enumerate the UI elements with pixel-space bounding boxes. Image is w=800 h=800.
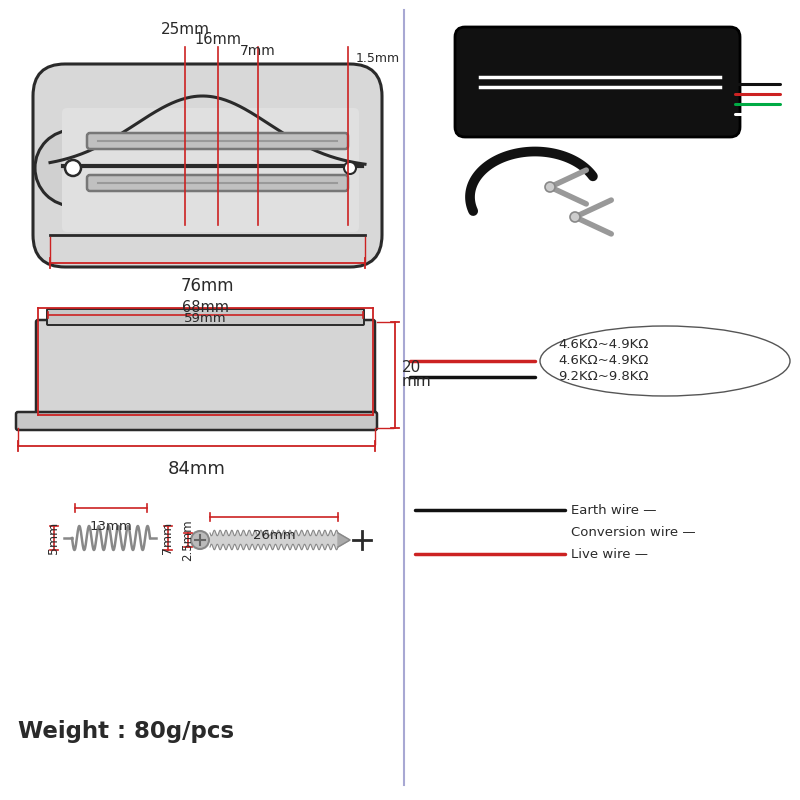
Circle shape	[344, 162, 356, 174]
FancyBboxPatch shape	[47, 309, 364, 325]
FancyBboxPatch shape	[36, 320, 375, 414]
Text: 2.5mm: 2.5mm	[182, 519, 194, 561]
Text: 26mm: 26mm	[253, 529, 295, 542]
FancyBboxPatch shape	[33, 64, 382, 267]
Text: 68mm: 68mm	[182, 300, 229, 315]
Circle shape	[570, 212, 580, 222]
Text: Earth wire —: Earth wire —	[571, 503, 657, 517]
Polygon shape	[338, 533, 350, 547]
FancyBboxPatch shape	[87, 175, 348, 191]
Circle shape	[545, 182, 555, 192]
Text: 25mm: 25mm	[161, 22, 210, 37]
Text: Weight : 80g/pcs: Weight : 80g/pcs	[18, 720, 234, 743]
FancyBboxPatch shape	[16, 412, 377, 430]
Text: 7mm: 7mm	[240, 44, 276, 58]
Text: 4.6KΩ~4.9KΩ: 4.6KΩ~4.9KΩ	[558, 354, 648, 367]
FancyBboxPatch shape	[62, 168, 359, 232]
Text: 13mm: 13mm	[90, 520, 132, 533]
Text: 9.2KΩ~9.8KΩ: 9.2KΩ~9.8KΩ	[558, 370, 649, 383]
Text: 1.5mm: 1.5mm	[356, 52, 400, 65]
Text: 76mm: 76mm	[181, 277, 234, 295]
Text: 20: 20	[402, 361, 422, 375]
FancyBboxPatch shape	[455, 27, 740, 137]
Text: 16mm: 16mm	[194, 32, 242, 47]
Text: Live wire —: Live wire —	[571, 547, 648, 561]
Text: Conversion wire —: Conversion wire —	[571, 526, 696, 538]
FancyBboxPatch shape	[87, 133, 348, 149]
Circle shape	[191, 531, 209, 549]
Text: 5mm: 5mm	[47, 522, 61, 554]
FancyBboxPatch shape	[68, 138, 123, 198]
Circle shape	[65, 160, 81, 176]
FancyBboxPatch shape	[62, 108, 359, 168]
Circle shape	[35, 130, 111, 206]
Text: 4.6KΩ~4.9KΩ: 4.6KΩ~4.9KΩ	[558, 338, 648, 351]
Text: mm: mm	[402, 374, 432, 390]
Text: 84mm: 84mm	[167, 460, 226, 478]
FancyBboxPatch shape	[440, 17, 770, 202]
Text: 59mm: 59mm	[184, 312, 227, 325]
Text: 7mm: 7mm	[162, 522, 174, 554]
